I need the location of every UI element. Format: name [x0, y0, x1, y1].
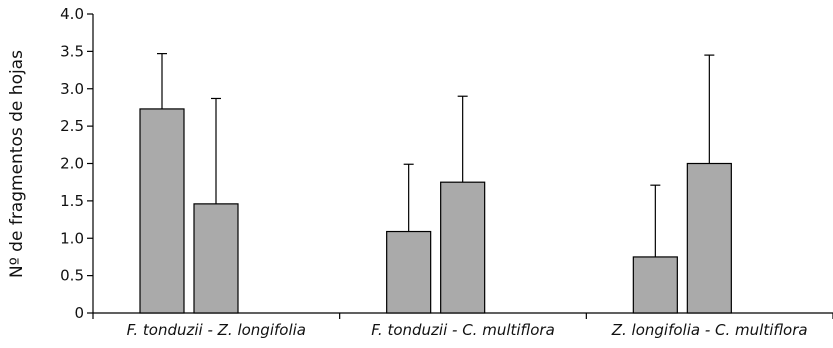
- plot-area: 0 0.5 1.0 1.5 2.0 2.5 3.0 3.5 4.0 F. tonduzii - Z…: [60, 5, 833, 339]
- y-tick-label: 3.0: [60, 80, 84, 98]
- y-tick-label: 0: [74, 304, 84, 322]
- y-tick-label: 1.0: [60, 229, 84, 247]
- y-tick-label: 0.5: [60, 267, 84, 285]
- x-category-label: F. tonduzii - Z. longifolia: [127, 321, 306, 339]
- y-tick-label: 2.5: [60, 117, 84, 135]
- y-tick-label: 4.0: [60, 5, 84, 23]
- bar: [193, 203, 239, 314]
- y-tick-label: 1.5: [60, 192, 84, 210]
- x-category-label: Z. longifolia - C. multiflora: [611, 321, 808, 339]
- bar: [386, 230, 432, 314]
- y-tick-label: 3.5: [60, 42, 84, 60]
- bar: [632, 256, 678, 314]
- y-axis-label: Nº de fragmentos de hojas: [7, 50, 27, 278]
- x-category-label: F. tonduzii - C. multiflora: [371, 321, 555, 339]
- bar: [139, 108, 185, 314]
- bar: [440, 181, 486, 314]
- bar: [686, 162, 732, 314]
- y-tick-label: 2.0: [60, 155, 84, 173]
